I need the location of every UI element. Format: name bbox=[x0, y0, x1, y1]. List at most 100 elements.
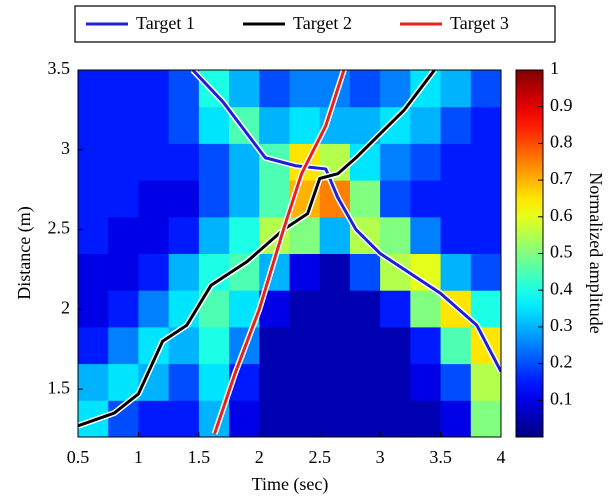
heat-cell bbox=[229, 143, 260, 181]
heat-cell bbox=[138, 106, 170, 144]
heat-cell bbox=[289, 253, 321, 291]
heat-cell bbox=[470, 70, 502, 108]
colorbar-tick-label: 0.1 bbox=[550, 388, 573, 408]
heat-cell bbox=[440, 253, 472, 291]
heat-cell bbox=[229, 216, 260, 254]
colorbar-tick-label: 0.6 bbox=[550, 205, 573, 225]
x-tick-label: 1.5 bbox=[188, 447, 211, 467]
x-tick-label: 0.5 bbox=[67, 447, 90, 467]
heat-cell bbox=[78, 106, 109, 144]
plot-frame bbox=[77, 69, 502, 438]
heat-cell bbox=[440, 400, 472, 438]
x-tick-label: 4 bbox=[497, 447, 506, 467]
heat-cell bbox=[168, 216, 200, 254]
heat-cell bbox=[168, 180, 200, 218]
heat-cell bbox=[470, 106, 502, 144]
heat-cell bbox=[168, 106, 200, 144]
heat-cell bbox=[168, 400, 200, 438]
heat-cell bbox=[410, 290, 442, 328]
legend-label: Target 2 bbox=[293, 13, 352, 33]
heat-cell bbox=[259, 400, 290, 438]
heat-cell bbox=[259, 106, 290, 144]
heat-cell bbox=[470, 180, 502, 218]
heat-cell bbox=[349, 180, 381, 218]
heat-cell bbox=[168, 70, 200, 108]
heat-cell bbox=[138, 400, 170, 438]
heat-cell bbox=[410, 70, 442, 108]
colorbar-tick-label: 0.9 bbox=[550, 95, 573, 115]
target-line bbox=[213, 70, 346, 435]
heat-cell bbox=[410, 143, 442, 181]
heat-cell bbox=[410, 363, 442, 401]
heat-cell bbox=[78, 143, 109, 181]
heat-cell bbox=[78, 363, 109, 401]
y-tick-label: 2 bbox=[61, 297, 70, 317]
heat-cell bbox=[380, 70, 411, 108]
legend-label: Target 1 bbox=[136, 13, 195, 33]
heat-cell bbox=[78, 70, 109, 108]
colorbar-tick-label: 0.2 bbox=[550, 352, 573, 372]
heat-cell bbox=[289, 400, 321, 438]
x-axis-label: Time (sec) bbox=[252, 474, 329, 495]
heat-cell bbox=[289, 363, 321, 401]
heat-cell bbox=[440, 106, 472, 144]
heat-cell bbox=[380, 180, 411, 218]
heat-cell bbox=[168, 143, 200, 181]
heat-cell bbox=[259, 326, 290, 365]
heat-cell bbox=[440, 216, 472, 254]
x-tick-label: 2 bbox=[255, 447, 264, 467]
y-tick-label: 3 bbox=[61, 138, 70, 158]
heat-cell bbox=[319, 216, 351, 254]
heat-cell bbox=[138, 290, 170, 328]
heat-cell bbox=[78, 290, 109, 328]
x-tick-label: 3 bbox=[376, 447, 385, 467]
heat-cell bbox=[138, 70, 170, 108]
heat-cell bbox=[440, 70, 472, 108]
heat-cell bbox=[138, 143, 170, 181]
heat-cell bbox=[319, 253, 351, 291]
heat-cell bbox=[108, 253, 139, 291]
heat-cell bbox=[108, 143, 139, 181]
legend-label: Target 3 bbox=[450, 13, 509, 33]
heat-cell bbox=[349, 400, 381, 438]
heat-cell bbox=[168, 363, 200, 401]
y-tick-label: 2.5 bbox=[48, 218, 71, 238]
colorbar-tick-label: 0.3 bbox=[550, 315, 573, 335]
heat-cell bbox=[108, 216, 139, 254]
heat-cell bbox=[259, 180, 290, 218]
heat-cell bbox=[198, 326, 230, 365]
heat-cell bbox=[138, 216, 170, 254]
heat-cell bbox=[78, 216, 109, 254]
heat-cell bbox=[470, 400, 502, 438]
heat-cell bbox=[470, 143, 502, 181]
colorbar-tick-label: 0.5 bbox=[550, 242, 573, 262]
heat-cell bbox=[410, 216, 442, 254]
heat-cell bbox=[289, 70, 321, 108]
heat-cell bbox=[349, 363, 381, 401]
colorbar-label: Normalized amplitude bbox=[586, 172, 606, 333]
heat-cell bbox=[108, 326, 139, 365]
lines bbox=[78, 70, 501, 435]
heat-cell bbox=[410, 326, 442, 365]
heat-cell bbox=[470, 253, 502, 291]
heat-cell bbox=[108, 70, 139, 108]
heat-cell bbox=[410, 180, 442, 218]
heat-cell bbox=[289, 326, 321, 365]
heatmap bbox=[78, 70, 502, 438]
y-axis-label: Distance (m) bbox=[14, 206, 35, 299]
colorbar-tick-label: 1 bbox=[550, 58, 559, 78]
heat-cell bbox=[198, 216, 230, 254]
heat-cell bbox=[229, 400, 260, 438]
heat-cell bbox=[440, 180, 472, 218]
heat-cell bbox=[289, 106, 321, 144]
heat-cell bbox=[410, 400, 442, 438]
heat-cell bbox=[78, 180, 109, 218]
heat-cell bbox=[349, 326, 381, 365]
heat-cell bbox=[168, 253, 200, 291]
heat-cell bbox=[380, 363, 411, 401]
heat-cell bbox=[380, 290, 411, 328]
heat-cell bbox=[349, 253, 381, 291]
heat-cell bbox=[108, 106, 139, 144]
heat-cell bbox=[319, 290, 351, 328]
